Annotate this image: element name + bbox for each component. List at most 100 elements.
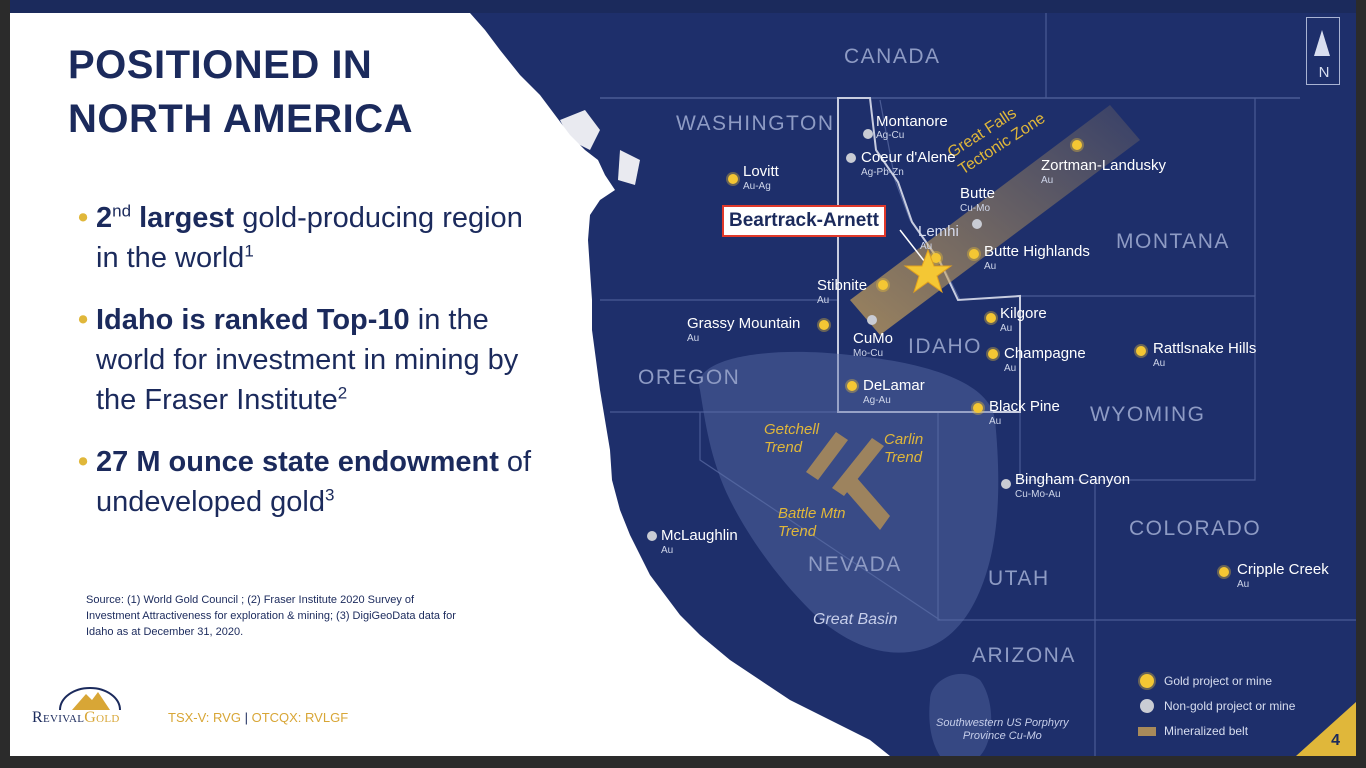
land-mass [470, 13, 1356, 756]
bullet-bold: 27 M ounce state endowment [96, 446, 499, 478]
porphyry-label: Southwestern US Porphyry Province Cu-Mo [936, 717, 1069, 743]
project-commodity: Ag-Pb-Zn [861, 167, 904, 178]
region-label-oregon: OREGON [638, 366, 741, 389]
project-label: Grassy Mountain [687, 315, 801, 332]
bullet-text: gold-producing region in the world [96, 202, 523, 274]
page-number-text: 4 [1331, 732, 1340, 749]
trend-line1: Battle Mtn [778, 505, 846, 522]
project-commodity: Mo-Cu [853, 348, 884, 359]
project-commodity: Au [920, 241, 933, 252]
bullet-item: • 27 M ounce state endowment of undevelo… [78, 442, 548, 522]
trend-label-getchell: Getchell Trend [764, 421, 819, 457]
region-label-montana: MONTANA [1116, 230, 1230, 253]
project-commodity: Cu-Mo [960, 203, 991, 214]
project-commodity: Au [817, 295, 830, 306]
porphyry-region [929, 673, 992, 756]
frame-right [1356, 0, 1366, 768]
title-line-1: POSITIONED IN [68, 43, 373, 87]
trend-label-battle-mtn: Battle Mtn Trend [778, 505, 846, 541]
trend-line1: Carlin [884, 431, 924, 448]
inlet [618, 150, 640, 185]
trend-line2: Trend [778, 523, 817, 540]
bullet-item: • 2nd largest gold-producing region in t… [78, 198, 548, 278]
project-commodity: Ag-Au [863, 395, 891, 406]
footnote-ref: 3 [324, 485, 335, 505]
bullet-bold: 2 [96, 202, 113, 234]
page-title: POSITIONED IN NORTH AMERICA [68, 38, 488, 146]
project-label: DeLamar [863, 377, 925, 394]
project-label: Lemhi [918, 223, 959, 240]
gray-dot-icon [1140, 699, 1154, 713]
trend-label-carlin: Carlin Trend [884, 431, 923, 467]
region-label-idaho: IDAHO [908, 335, 983, 358]
logo-word-revival: Revival [32, 709, 85, 726]
legend-item-gold: Gold project or mine [1138, 672, 1295, 697]
project-label: Bingham Canyon [1015, 471, 1131, 488]
revival-gold-logo-icon [59, 687, 121, 711]
bullet-bold: Idaho is ranked Top-10 [96, 304, 410, 336]
north-arrow-triangle [1314, 30, 1330, 56]
region-label-utah: UTAH [988, 567, 1050, 590]
project-commodity: Au [1153, 358, 1166, 369]
legend-label: Gold project or mine [1164, 674, 1273, 688]
project-commodity: Au [1237, 579, 1250, 590]
great-basin-label: Great Basin [813, 611, 898, 628]
project-commodity: Au [984, 261, 997, 272]
project-commodity: Au-Ag [743, 181, 771, 192]
featured-project-label: Beartrack-Arnett [722, 205, 886, 237]
bullet-sup: nd [112, 201, 132, 221]
footnote-ref: 1 [244, 241, 254, 261]
project-commodity: Au [661, 545, 674, 556]
frame-left [0, 0, 10, 768]
project-commodity: Au [1004, 363, 1017, 374]
project-label: Black Pine [989, 398, 1060, 415]
nongold-markers [647, 129, 1011, 541]
trend-bars [806, 432, 890, 530]
gold-markers [726, 138, 1231, 579]
page-number: 4 [1296, 702, 1352, 756]
logo-wordmark: RevivalGold [32, 709, 120, 727]
north-label: N [1318, 64, 1330, 81]
great-basin-region [699, 351, 999, 653]
beartrack-star [903, 248, 953, 294]
porphyry-line2: Province Cu-Mo [962, 730, 1042, 742]
region-label-arizona: ARIZONA [972, 644, 1076, 667]
inlet [560, 110, 600, 150]
bullet-marker: • [78, 446, 89, 478]
bullet-text: in the world for investment in mining by… [96, 304, 519, 416]
project-label: Stibnite [817, 277, 868, 294]
north-arrow: N [1306, 17, 1340, 85]
bullet-marker: • [78, 202, 89, 234]
project-label: Coeur d'Alene [861, 149, 956, 166]
ticker-tsxv: TSX-V: RVG [168, 710, 241, 725]
bullet-list: • 2nd largest gold-producing region in t… [78, 198, 548, 544]
region-label-colorado: COLORADO [1129, 517, 1262, 540]
logo-word-gold: Gold [84, 709, 120, 726]
bullet-text: of undeveloped gold [96, 446, 532, 518]
porphyry-line1: Southwestern US Porphyry [936, 717, 1069, 729]
trend-line1: Getchell [764, 421, 820, 438]
project-label: McLaughlin [661, 527, 738, 544]
region-label-nevada: NEVADA [808, 553, 902, 576]
beartrack-pointer [899, 229, 926, 263]
trend-line2: Trend [764, 439, 803, 456]
project-label: Kilgore [1000, 305, 1047, 322]
top-border [0, 0, 1366, 13]
ticker-symbols: TSX-V: RVG | OTCQX: RVLGF [168, 710, 348, 725]
bullet-marker: • [78, 304, 89, 336]
ticker-separator: | [240, 710, 252, 725]
bullet-item: • Idaho is ranked Top-10 in the world fo… [78, 300, 548, 420]
frame-bottom [0, 756, 1366, 768]
region-label-washington: WASHINGTON [676, 112, 835, 135]
project-commodity: Au [1041, 175, 1054, 186]
page-number-corner [1296, 702, 1356, 756]
trend-line2: Trend [884, 449, 923, 466]
project-commodity: Cu-Mo-Au [1015, 489, 1061, 500]
legend-label: Mineralized belt [1164, 724, 1249, 738]
source-note: Source: (1) World Gold Council ; (2) Fra… [86, 594, 456, 638]
region-label-canada: CANADA [844, 45, 941, 68]
project-label: Montanore [876, 113, 948, 130]
project-label: CuMo [853, 330, 894, 347]
bullet-bold: largest [131, 202, 235, 234]
